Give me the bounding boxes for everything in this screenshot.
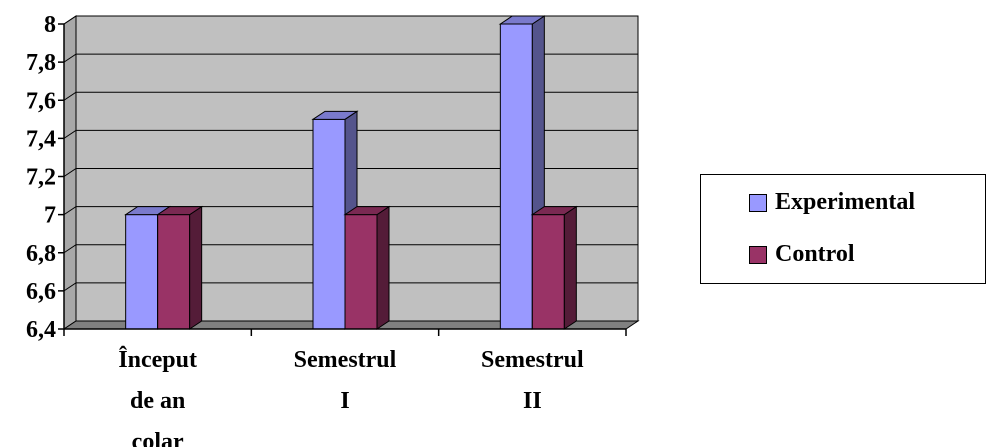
gridline [63,282,638,292]
y-tick-label: 8 [44,12,56,38]
y-tick-label: 7,6 [26,88,56,114]
y-tick-label: 7 [44,203,56,229]
x-category-label: Semestrul [294,347,397,373]
y-tick-label: 7,4 [26,126,56,152]
legend-item-experimental: Experimental [749,189,915,216]
axes [58,23,627,336]
legend-label-control: Control [775,241,855,267]
gridline [63,129,638,139]
bar-front [157,214,191,330]
y-tick-labels: 6,4 6,6 6,8 7 7,2 7,4 7,6 7,8 8 [26,12,56,343]
y-tick-label: 6,6 [26,279,56,305]
x-category-label: Început [118,346,197,373]
bar-front [125,214,159,330]
bar-top [530,206,578,216]
y-tick-label: 7,8 [26,50,56,76]
bars [124,15,578,330]
x-category-label: colar [132,429,184,447]
bar-top [498,15,546,25]
gridline [63,91,638,101]
legend-label-experimental: Experimental [775,189,915,215]
bar-front [312,118,346,330]
gridline [63,168,638,177]
x-category-labels: Început de an colar Semestrul I Semestrul II [118,346,584,447]
legend-swatch-control [749,245,767,264]
bar-side [376,205,390,330]
legend: Experimental Control [700,174,986,284]
legend-item-control: Control [749,241,855,268]
bar-control-0 [156,205,204,330]
gridline [63,206,638,216]
legend-swatch-experimental [749,193,767,212]
bar-top [311,110,359,120]
bar-control-1 [343,205,391,330]
bar-side [189,205,203,330]
bar-side [563,205,577,330]
x-category-label: Semestrul [481,347,584,373]
bar-top [343,206,391,216]
gridline [63,53,638,63]
x-category-label: de an [130,388,185,414]
y-tick-label: 7,2 [26,165,56,191]
y-tick-label: 6,4 [26,317,56,343]
gridlines [63,15,638,292]
bar-control-2 [530,205,578,330]
bar-top [156,206,204,216]
bar-front [344,214,378,330]
x-category-label: II [523,388,542,414]
gridline [63,15,638,25]
y-tick-label: 6,8 [26,241,56,267]
x-category-label: I [340,388,349,414]
bar-front [531,214,565,330]
bar-front [499,23,533,330]
gridline [63,244,638,254]
